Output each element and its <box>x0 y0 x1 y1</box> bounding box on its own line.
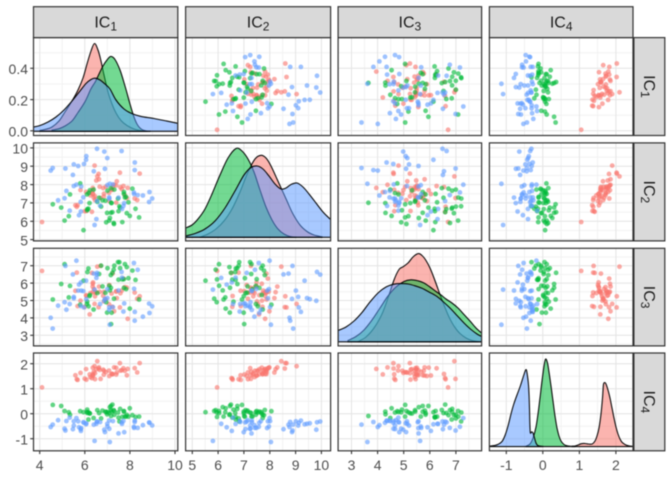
svg-text:IC2: IC2 <box>638 181 657 204</box>
svg-text:IC3: IC3 <box>638 286 657 309</box>
svg-text:0: 0 <box>539 457 547 473</box>
svg-text:8: 8 <box>126 457 134 473</box>
svg-text:1: 1 <box>576 457 584 473</box>
svg-text:10: 10 <box>12 141 28 157</box>
svg-text:0.2: 0.2 <box>9 92 29 108</box>
svg-text:7: 7 <box>20 196 28 212</box>
svg-text:IC4: IC4 <box>638 391 657 414</box>
svg-text:0.0: 0.0 <box>9 124 29 140</box>
svg-text:4: 4 <box>20 311 28 327</box>
svg-text:10: 10 <box>167 457 183 473</box>
svg-text:-1: -1 <box>500 457 513 473</box>
svg-text:5: 5 <box>20 293 28 309</box>
svg-text:3: 3 <box>348 457 356 473</box>
svg-text:10: 10 <box>314 457 330 473</box>
svg-text:IC1: IC1 <box>94 15 117 34</box>
svg-text:3: 3 <box>20 328 28 344</box>
svg-text:IC1: IC1 <box>638 75 657 98</box>
svg-text:9: 9 <box>20 159 28 175</box>
svg-text:7: 7 <box>452 457 460 473</box>
svg-text:5: 5 <box>188 457 196 473</box>
svg-text:1: 1 <box>20 382 28 398</box>
svg-text:5: 5 <box>400 457 408 473</box>
svg-text:8: 8 <box>20 177 28 193</box>
svg-text:6: 6 <box>426 457 434 473</box>
svg-text:IC4: IC4 <box>550 15 573 34</box>
svg-text:7: 7 <box>240 457 248 473</box>
svg-text:7: 7 <box>20 259 28 275</box>
svg-text:-1: -1 <box>16 432 29 448</box>
svg-text:8: 8 <box>266 457 274 473</box>
svg-text:6: 6 <box>214 457 222 473</box>
svg-text:2: 2 <box>20 357 28 373</box>
svg-text:4: 4 <box>374 457 382 473</box>
svg-text:6: 6 <box>81 457 89 473</box>
svg-text:4: 4 <box>36 457 44 473</box>
svg-text:0: 0 <box>20 407 28 423</box>
svg-text:0.4: 0.4 <box>9 61 29 77</box>
svg-text:IC2: IC2 <box>247 15 270 34</box>
svg-text:2: 2 <box>612 457 620 473</box>
svg-text:5: 5 <box>20 232 28 248</box>
svg-text:6: 6 <box>20 214 28 230</box>
svg-text:6: 6 <box>20 276 28 292</box>
svg-text:9: 9 <box>292 457 300 473</box>
svg-text:IC3: IC3 <box>399 15 422 34</box>
